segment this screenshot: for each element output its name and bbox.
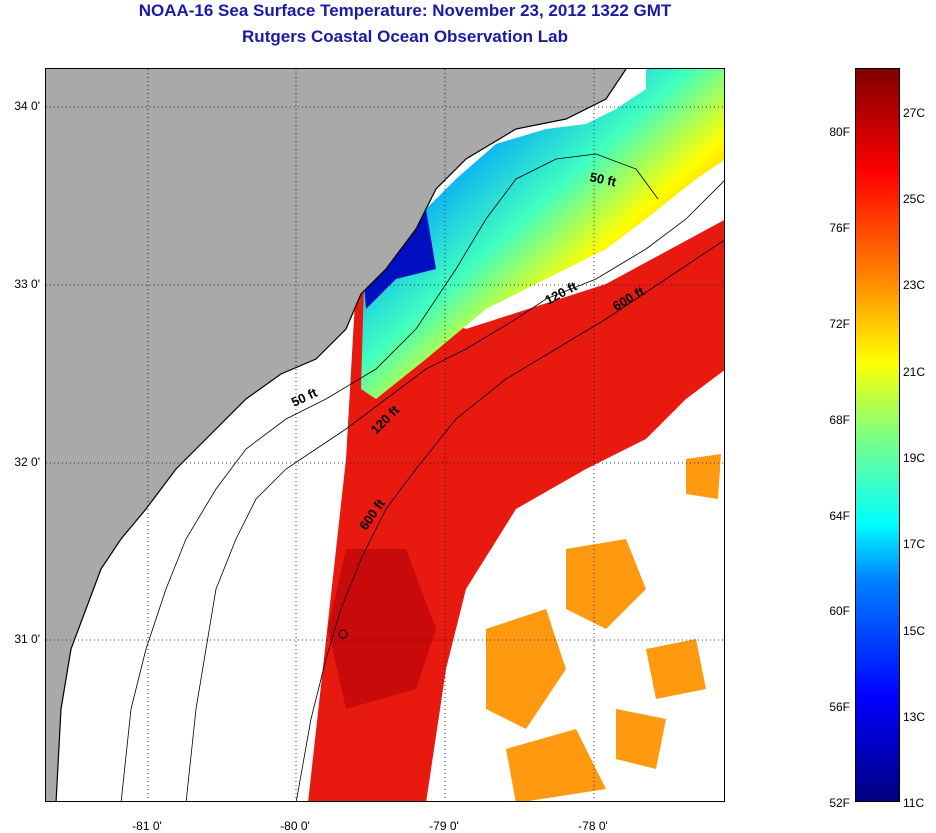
colorbar-label-19c: 19C [903,451,926,465]
colorbar-label-68f: 68F [829,413,850,427]
colorbar-label-80f: 80F [829,125,850,139]
colorbar-label-15c: 15C [903,624,926,638]
sst-map: 50 ft 50 ft 120 ft 120 ft 600 ft 600 ft [45,68,725,802]
coastline [55,69,627,801]
colorbar-label-13c: 13C [903,710,926,724]
contour-label-50ft-north: 50 ft [588,169,618,189]
colorbar-label-23c: 23C [903,278,926,292]
lat-label-32: 32 0' [14,455,40,469]
map-subtitle: Rutgers Coastal Ocean Observation Lab [242,27,568,46]
contour-50ft [120,153,659,801]
contour-120ft [185,180,724,801]
colorbar-label-25c: 25C [903,192,926,206]
colorbar-label-56f: 56F [829,700,850,714]
colorbar-label-21c: 21C [903,365,926,379]
graticule [46,69,724,801]
colorbar-label-76f: 76F [829,221,850,235]
colorbar-label-17c: 17C [903,537,926,551]
land-mass [46,69,626,801]
coastal-cool-water [361,69,724,399]
colorbar-label-72f: 72F [829,317,850,331]
colorbar-label-60f: 60F [829,604,850,618]
lon-label-80: -80 0' [280,819,310,833]
colorbar-label-64f: 64F [829,509,850,523]
contour-600ft [295,239,724,801]
lat-label-31: 31 0' [14,632,40,646]
offshore-patches [486,454,721,801]
map-title: NOAA-16 Sea Surface Temperature: Novembe… [138,1,672,20]
temperature-colorbar [855,68,900,802]
colorbar-label-11c: 11C [903,796,925,810]
station-marker [338,629,348,639]
colorbar-label-52f: 52F [829,796,850,810]
cold-inshore-water [364,209,436,309]
lon-label-81: -81 0' [132,819,162,833]
map-canvas: 50 ft 50 ft 120 ft 120 ft 600 ft 600 ft [46,69,724,801]
lat-label-33: 33 0' [14,277,40,291]
lat-label-34: 34 0' [14,99,40,113]
lon-label-78: -78 0' [578,819,608,833]
lon-label-79: -79 0' [429,819,459,833]
hot-core-region [328,549,436,709]
colorbar-label-27c: 27C [903,106,926,120]
contour-label-50ft-south: 50 ft [289,385,320,410]
